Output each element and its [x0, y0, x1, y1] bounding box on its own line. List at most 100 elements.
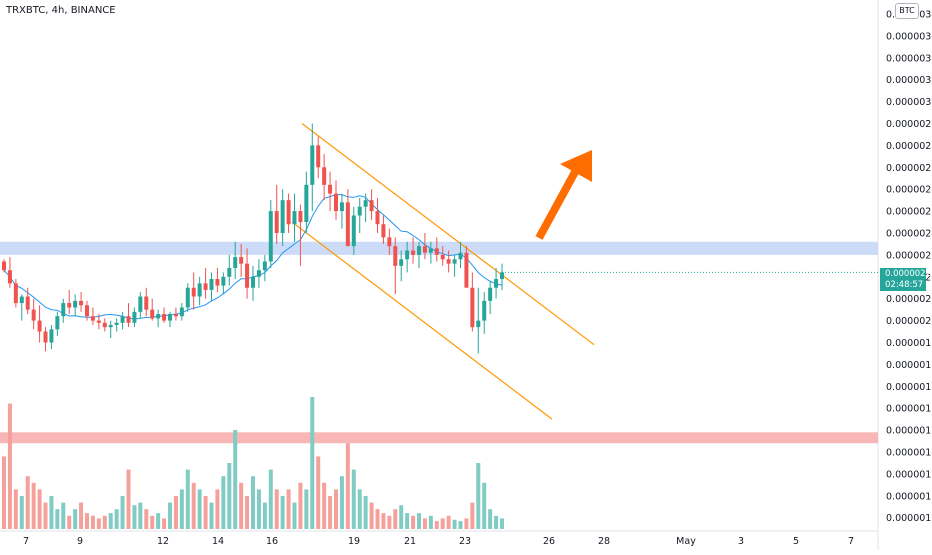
breakout-arrow-head — [560, 150, 592, 182]
candle-body — [304, 184, 309, 223]
volume-bar — [339, 476, 344, 529]
volume-bar — [316, 456, 321, 529]
resistance-zone — [0, 241, 878, 255]
volume-bar — [369, 502, 374, 529]
volume-bar — [363, 496, 368, 529]
volume-bar — [405, 513, 410, 529]
volume-bar — [274, 489, 279, 529]
candle-body — [286, 200, 291, 225]
candle-body — [458, 252, 463, 260]
volume-bar — [393, 509, 398, 529]
volume-bar — [470, 502, 475, 529]
volume-bar — [280, 496, 285, 529]
volume-bar — [114, 509, 119, 529]
volume-bar — [268, 469, 273, 529]
volume-bar — [482, 482, 487, 529]
volume-bar — [156, 513, 161, 529]
candle-body — [316, 145, 321, 168]
time-tick-label: 5 — [793, 536, 799, 547]
candle-body — [322, 167, 327, 185]
candle-body — [476, 320, 481, 328]
volume-bar — [417, 513, 421, 529]
volume-bar — [464, 518, 469, 529]
time-tick-label: 9 — [77, 536, 83, 547]
price-tick-label: 0.00000300 — [886, 97, 932, 108]
candle-body — [239, 257, 244, 264]
price-tick-label: 0.00000250 — [886, 207, 932, 218]
time-tick-label: 7 — [848, 536, 854, 547]
candle-body — [2, 261, 6, 271]
volume-bar — [286, 489, 291, 529]
time-tick-label: 7 — [23, 536, 29, 547]
candle-body — [61, 303, 66, 317]
price-tick-label: 0.00000170 — [886, 382, 932, 393]
volume-bar — [215, 489, 220, 529]
volume-bar — [262, 502, 267, 529]
volume-bar — [476, 463, 481, 529]
candle-body — [37, 320, 42, 332]
volume-bar — [334, 489, 338, 529]
candle-body — [203, 283, 208, 290]
currency-unit-badge[interactable]: BTC — [895, 3, 919, 19]
candle-body — [417, 246, 421, 255]
volume-bar — [197, 489, 202, 529]
candle-body — [156, 314, 161, 319]
volume-bar — [310, 397, 315, 529]
volume-bar — [411, 515, 416, 529]
candle-body — [168, 314, 172, 321]
price-tick-label: 0.00000140 — [886, 448, 932, 459]
candle-body — [464, 252, 469, 288]
last-price-tag: 0.00000222 02:48:57 — [880, 268, 932, 291]
volume-bar — [55, 509, 60, 529]
time-tick-label: 21 — [404, 536, 416, 547]
volume-bar — [138, 502, 143, 529]
volume-bar — [191, 482, 196, 529]
volume-bar — [440, 518, 445, 529]
candle-body — [262, 261, 267, 271]
price-tick-label: 0.00000260 — [886, 185, 932, 196]
channel-lower-line — [291, 221, 553, 420]
candle-body — [162, 314, 167, 321]
volume-bar — [245, 496, 250, 529]
candle-body — [179, 307, 184, 317]
candle-body — [227, 268, 232, 277]
candle-body — [120, 316, 125, 323]
volume-bar — [179, 489, 184, 529]
candle-body — [363, 200, 368, 207]
breakout-arrow-shaft — [535, 170, 579, 240]
volume-bar — [132, 505, 137, 529]
price-tick-label: 0.00000320 — [886, 53, 932, 64]
candle-body — [90, 316, 95, 321]
price-tick-label: 0.00000200 — [886, 316, 932, 327]
volume-bar — [494, 515, 499, 529]
candle-body — [310, 145, 315, 185]
candle-body — [369, 200, 374, 212]
price-tick-label: 0.00000110 — [886, 513, 932, 524]
candle-body — [268, 211, 273, 262]
candle-body — [96, 320, 101, 323]
candle-body — [114, 322, 119, 325]
candle-body — [132, 311, 137, 323]
volume-bar — [239, 482, 244, 529]
candle-body — [49, 329, 54, 343]
time-tick-label: 19 — [348, 536, 360, 547]
candle-body — [67, 303, 72, 308]
candle-body — [126, 316, 131, 323]
candle-body — [150, 309, 155, 319]
price-tick-label: 0.00000270 — [886, 163, 932, 174]
volume-bar — [399, 505, 404, 529]
candle-body — [173, 314, 178, 317]
candle-body — [43, 331, 48, 343]
volume-bar — [37, 489, 42, 529]
candle-body — [470, 287, 475, 328]
symbol-label: TRXBTC, 4h, BINANCE — [6, 5, 116, 16]
volume-bar — [61, 502, 66, 529]
volume-bar — [304, 489, 309, 529]
volume-bar — [458, 521, 463, 529]
candle-body — [138, 296, 143, 312]
volume-bar — [209, 502, 214, 529]
time-tick-label: May — [676, 536, 696, 547]
candle-body — [500, 272, 504, 279]
